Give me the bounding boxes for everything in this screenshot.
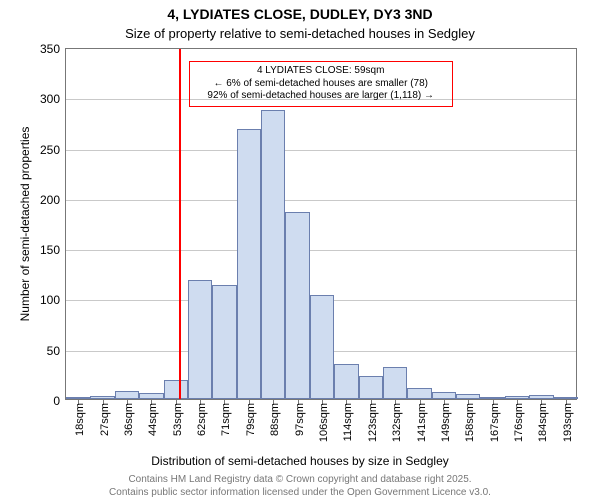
x-axis-label: Distribution of semi-detached houses by … bbox=[0, 454, 600, 468]
x-tick-label: 184sqm bbox=[537, 403, 549, 442]
histogram-bar bbox=[359, 376, 383, 399]
histogram-bar bbox=[164, 380, 188, 399]
y-tick-label: 150 bbox=[40, 243, 66, 257]
histogram-bar bbox=[432, 392, 456, 399]
x-tick-label: 132sqm bbox=[391, 403, 403, 442]
x-tick-label: 193sqm bbox=[562, 403, 574, 442]
chart-title: 4, LYDIATES CLOSE, DUDLEY, DY3 3ND bbox=[0, 6, 600, 22]
y-tick-label: 50 bbox=[47, 344, 66, 358]
attribution-line1: Contains HM Land Registry data © Crown c… bbox=[128, 474, 471, 485]
x-tick-label: 141sqm bbox=[416, 403, 428, 442]
histogram-bar bbox=[407, 388, 431, 399]
gridline bbox=[66, 200, 576, 201]
y-tick-label: 0 bbox=[53, 394, 66, 408]
x-tick-label: 71sqm bbox=[220, 403, 232, 436]
x-tick-label: 114sqm bbox=[342, 403, 354, 441]
y-tick-label: 200 bbox=[40, 193, 66, 207]
x-tick-label: 106sqm bbox=[318, 403, 330, 442]
y-axis-label: Number of semi-detached properties bbox=[18, 48, 32, 400]
plot-area: 05010015020025030035018sqm27sqm36sqm44sq… bbox=[65, 48, 577, 400]
x-tick-label: 167sqm bbox=[489, 403, 501, 442]
chart-subtitle: Size of property relative to semi-detach… bbox=[0, 26, 600, 41]
histogram-bar bbox=[285, 212, 309, 399]
annotation-box: 4 LYDIATES CLOSE: 59sqm← 6% of semi-deta… bbox=[189, 61, 453, 107]
reference-line bbox=[179, 49, 181, 399]
histogram-bar bbox=[237, 129, 261, 399]
histogram-bar bbox=[310, 295, 334, 399]
x-tick-label: 97sqm bbox=[294, 403, 306, 436]
x-tick-label: 44sqm bbox=[147, 403, 159, 436]
y-tick-label: 250 bbox=[40, 143, 66, 157]
x-tick-label: 158sqm bbox=[464, 403, 476, 442]
x-tick-label: 27sqm bbox=[99, 403, 111, 436]
x-tick-label: 123sqm bbox=[367, 403, 379, 442]
x-tick-label: 36sqm bbox=[123, 403, 135, 436]
gridline bbox=[66, 150, 576, 151]
histogram-bar bbox=[261, 110, 285, 399]
y-tick-label: 100 bbox=[40, 293, 66, 307]
x-tick-label: 53sqm bbox=[172, 403, 184, 436]
histogram-bar bbox=[115, 391, 139, 399]
x-tick-label: 18sqm bbox=[74, 403, 86, 436]
y-tick-label: 300 bbox=[40, 92, 66, 106]
x-tick-label: 79sqm bbox=[245, 403, 257, 436]
histogram-bar bbox=[212, 285, 236, 399]
x-tick-label: 88sqm bbox=[269, 403, 281, 436]
x-tick-label: 62sqm bbox=[196, 403, 208, 436]
histogram-bar bbox=[383, 367, 407, 399]
attribution-line2: Contains public sector information licen… bbox=[109, 487, 491, 498]
histogram-bar bbox=[188, 280, 212, 399]
gridline bbox=[66, 250, 576, 251]
attribution-text: Contains HM Land Registry data © Crown c… bbox=[0, 474, 600, 499]
x-tick-label: 149sqm bbox=[440, 403, 452, 442]
y-tick-label: 350 bbox=[40, 42, 66, 56]
histogram-bar bbox=[334, 364, 358, 399]
x-tick-label: 176sqm bbox=[513, 403, 525, 442]
